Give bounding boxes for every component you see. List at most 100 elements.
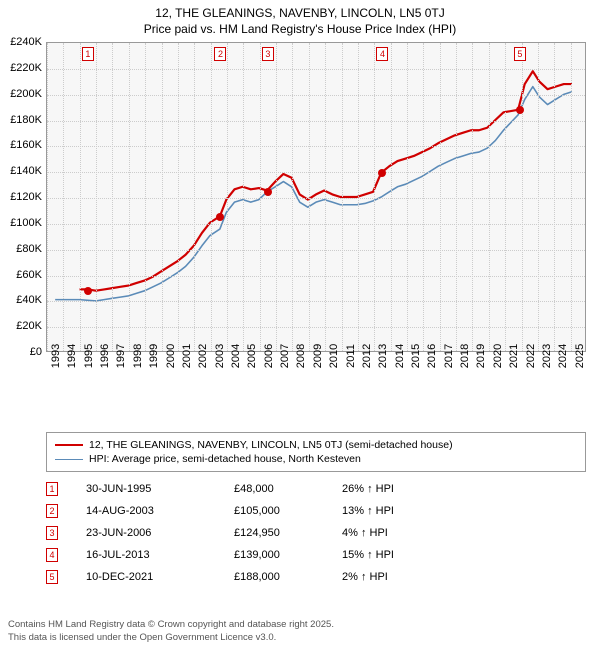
y-tick-label: £200K bbox=[0, 88, 42, 100]
x-tick-label: 2006 bbox=[263, 344, 275, 368]
title-line2: Price paid vs. HM Land Registry's House … bbox=[0, 22, 600, 38]
sales-row-date: 14-AUG-2003 bbox=[86, 505, 234, 517]
gridline-v bbox=[342, 43, 343, 351]
x-tick-label: 1998 bbox=[132, 344, 144, 368]
legend-item: 12, THE GLEANINGS, NAVENBY, LINCOLN, LN5… bbox=[55, 438, 577, 452]
sales-row-marker: 5 bbox=[46, 570, 58, 584]
x-tick-label: 2009 bbox=[312, 344, 324, 368]
x-tick-label: 2020 bbox=[492, 344, 504, 368]
gridline-v bbox=[211, 43, 212, 351]
gridline-v bbox=[571, 43, 572, 351]
y-tick-label: £40K bbox=[0, 294, 42, 306]
gridline-v bbox=[505, 43, 506, 351]
y-tick-label: £140K bbox=[0, 165, 42, 177]
sales-row-delta: 2% ↑ HPI bbox=[342, 571, 586, 583]
x-tick-label: 2016 bbox=[426, 344, 438, 368]
x-tick-label: 2014 bbox=[394, 344, 406, 368]
sales-row-date: 10-DEC-2021 bbox=[86, 571, 234, 583]
chart: £0£20K£40K£60K£80K£100K£120K£140K£160K£1… bbox=[0, 42, 600, 387]
sale-marker-dot bbox=[264, 188, 272, 196]
y-tick-label: £0 bbox=[0, 346, 42, 358]
gridline-v bbox=[374, 43, 375, 351]
y-tick-label: £80K bbox=[0, 243, 42, 255]
sales-row-delta: 4% ↑ HPI bbox=[342, 527, 586, 539]
x-tick-label: 1994 bbox=[66, 344, 78, 368]
x-tick-label: 2015 bbox=[410, 344, 422, 368]
gridline-v bbox=[276, 43, 277, 351]
gridline-v bbox=[407, 43, 408, 351]
sales-row-date: 16-JUL-2013 bbox=[86, 549, 234, 561]
x-tick-label: 2018 bbox=[459, 344, 471, 368]
gridline-v bbox=[243, 43, 244, 351]
sales-row-price: £105,000 bbox=[234, 505, 342, 517]
y-tick-label: £100K bbox=[0, 217, 42, 229]
sales-row-marker: 3 bbox=[46, 526, 58, 540]
footer-line2: This data is licensed under the Open Gov… bbox=[8, 632, 334, 644]
gridline-v bbox=[325, 43, 326, 351]
x-tick-label: 1999 bbox=[148, 344, 160, 368]
x-tick-label: 1996 bbox=[99, 344, 111, 368]
x-tick-label: 2017 bbox=[443, 344, 455, 368]
gridline-v bbox=[391, 43, 392, 351]
gridline-v bbox=[112, 43, 113, 351]
chart-title: 12, THE GLEANINGS, NAVENBY, LINCOLN, LN5… bbox=[0, 0, 600, 37]
x-tick-label: 2004 bbox=[230, 344, 242, 368]
legend-swatch bbox=[55, 459, 83, 460]
y-tick-label: £20K bbox=[0, 320, 42, 332]
sales-row: 416-JUL-2013£139,00015% ↑ HPI bbox=[46, 544, 586, 566]
y-tick-label: £60K bbox=[0, 269, 42, 281]
sale-marker-flag: 4 bbox=[376, 47, 388, 61]
gridline-v bbox=[47, 43, 48, 351]
x-tick-label: 2025 bbox=[574, 344, 586, 368]
sales-row-delta: 13% ↑ HPI bbox=[342, 505, 586, 517]
sales-row-price: £124,950 bbox=[234, 527, 342, 539]
gridline-v bbox=[456, 43, 457, 351]
x-tick-label: 2002 bbox=[197, 344, 209, 368]
y-tick-label: £180K bbox=[0, 114, 42, 126]
x-tick-label: 2024 bbox=[557, 344, 569, 368]
sales-row-price: £139,000 bbox=[234, 549, 342, 561]
gridline-v bbox=[129, 43, 130, 351]
sales-row-marker: 2 bbox=[46, 504, 58, 518]
gridline-v bbox=[440, 43, 441, 351]
sales-row-date: 23-JUN-2006 bbox=[86, 527, 234, 539]
x-tick-label: 2003 bbox=[214, 344, 226, 368]
sales-row-marker: 1 bbox=[46, 482, 58, 496]
x-tick-label: 2019 bbox=[475, 344, 487, 368]
sales-table: 130-JUN-1995£48,00026% ↑ HPI 2 14-AUG-2003… bbox=[46, 478, 586, 588]
gridline-v bbox=[522, 43, 523, 351]
gridline-v bbox=[80, 43, 81, 351]
x-tick-label: 2011 bbox=[345, 344, 357, 368]
x-tick-label: 2010 bbox=[328, 344, 340, 368]
sale-marker-dot bbox=[216, 213, 224, 221]
x-tick-label: 2000 bbox=[165, 344, 177, 368]
sales-row-delta: 15% ↑ HPI bbox=[342, 549, 586, 561]
sale-marker-dot bbox=[516, 106, 524, 114]
legend-item: HPI: Average price, semi-detached house,… bbox=[55, 452, 577, 466]
gridline-v bbox=[423, 43, 424, 351]
gridline-v bbox=[162, 43, 163, 351]
x-tick-label: 2021 bbox=[508, 344, 520, 368]
x-tick-label: 1995 bbox=[83, 344, 95, 368]
gridline-v bbox=[227, 43, 228, 351]
gridline-v bbox=[194, 43, 195, 351]
sale-marker-flag: 1 bbox=[82, 47, 94, 61]
sales-row: 510-DEC-2021£188,0002% ↑ HPI bbox=[46, 566, 586, 588]
x-tick-label: 2008 bbox=[295, 344, 307, 368]
sales-row: 2 14-AUG-2003£105,00013% ↑ HPI bbox=[46, 500, 586, 522]
gridline-v bbox=[63, 43, 64, 351]
gridline-v bbox=[489, 43, 490, 351]
y-tick-label: £240K bbox=[0, 36, 42, 48]
gridline-v bbox=[554, 43, 555, 351]
gridline-v bbox=[145, 43, 146, 351]
sale-marker-dot bbox=[84, 287, 92, 295]
sale-marker-flag: 5 bbox=[514, 47, 526, 61]
sale-marker-flag: 3 bbox=[262, 47, 274, 61]
x-tick-label: 2023 bbox=[541, 344, 553, 368]
x-tick-label: 2001 bbox=[181, 344, 193, 368]
sales-row-price: £48,000 bbox=[234, 483, 342, 495]
sale-marker-dot bbox=[378, 169, 386, 177]
sale-marker-flag: 2 bbox=[214, 47, 226, 61]
x-tick-label: 1997 bbox=[115, 344, 127, 368]
sales-row: 130-JUN-1995£48,00026% ↑ HPI bbox=[46, 478, 586, 500]
